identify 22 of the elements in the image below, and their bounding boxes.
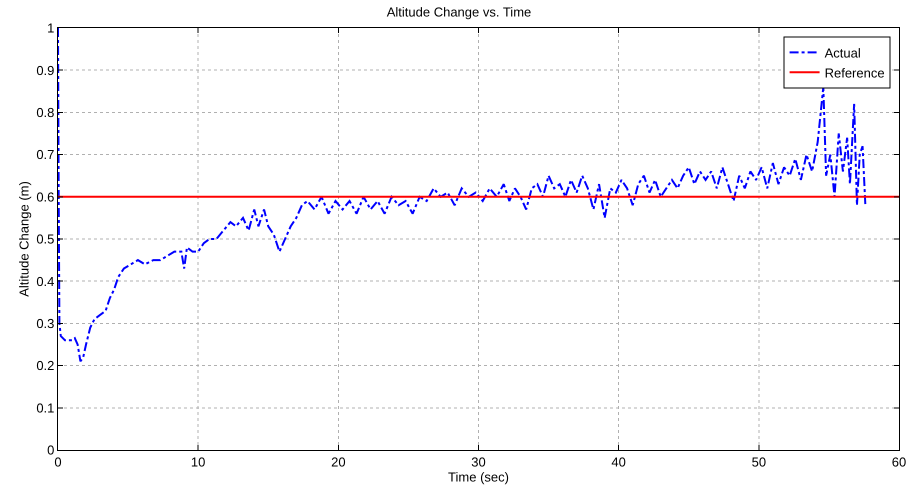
y-tick-label: 0	[47, 442, 54, 458]
y-tick-label: 0.4	[36, 274, 54, 289]
y-tick-label: 0.7	[36, 147, 54, 162]
x-tick-label: 50	[752, 454, 766, 470]
x-tick-label: 10	[190, 454, 206, 470]
legend-label: Actual	[824, 45, 861, 60]
y-tick-label: 0.6	[36, 189, 54, 204]
y-tick-label: 0.3	[36, 316, 54, 331]
x-tick-label: 40	[611, 454, 626, 470]
x-tick-label: 20	[331, 454, 346, 470]
x-tick-label: 30	[471, 454, 486, 470]
y-tick-label: 1	[47, 20, 54, 36]
y-tick-label: 0.1	[36, 400, 54, 416]
y-axis-title: Altitude Change (m)	[16, 181, 32, 297]
chart-title: Altitude Change vs. Time	[386, 4, 532, 20]
y-tick-label: 0.9	[36, 62, 54, 78]
x-axis-title: Time (sec)	[448, 470, 509, 485]
y-tick-label: 0.5	[36, 232, 54, 247]
y-tick-label: 0.8	[36, 104, 54, 120]
y-tick-label: 0.2	[36, 358, 54, 374]
legend-label: Reference	[824, 65, 885, 80]
x-tick-label: 60	[892, 454, 906, 470]
